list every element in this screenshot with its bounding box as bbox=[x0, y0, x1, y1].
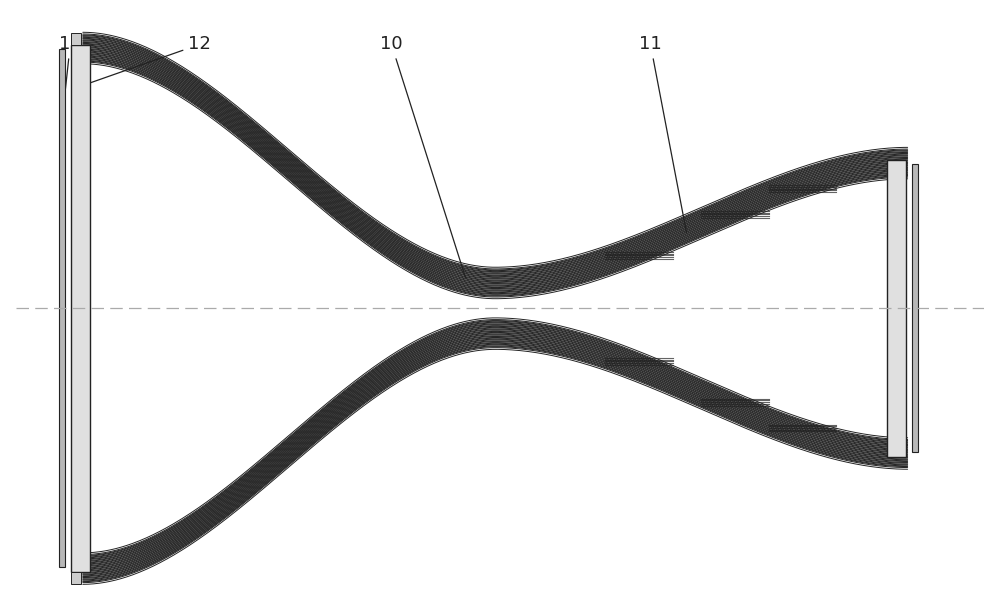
Text: 13: 13 bbox=[59, 35, 82, 121]
Text: 12: 12 bbox=[89, 35, 211, 83]
Text: 11: 11 bbox=[639, 35, 686, 232]
Polygon shape bbox=[71, 44, 90, 572]
Polygon shape bbox=[71, 572, 81, 583]
Polygon shape bbox=[71, 33, 81, 44]
Polygon shape bbox=[912, 164, 918, 452]
Polygon shape bbox=[887, 160, 906, 457]
Polygon shape bbox=[59, 49, 65, 568]
Text: 10: 10 bbox=[380, 35, 466, 278]
